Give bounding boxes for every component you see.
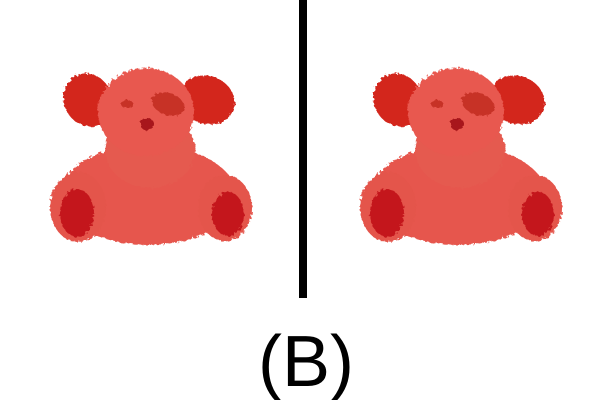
teddy-bear-right [360,65,562,245]
teddy-bear-left [50,65,252,245]
panel-label: (B) [258,322,354,400]
divider [299,0,307,298]
